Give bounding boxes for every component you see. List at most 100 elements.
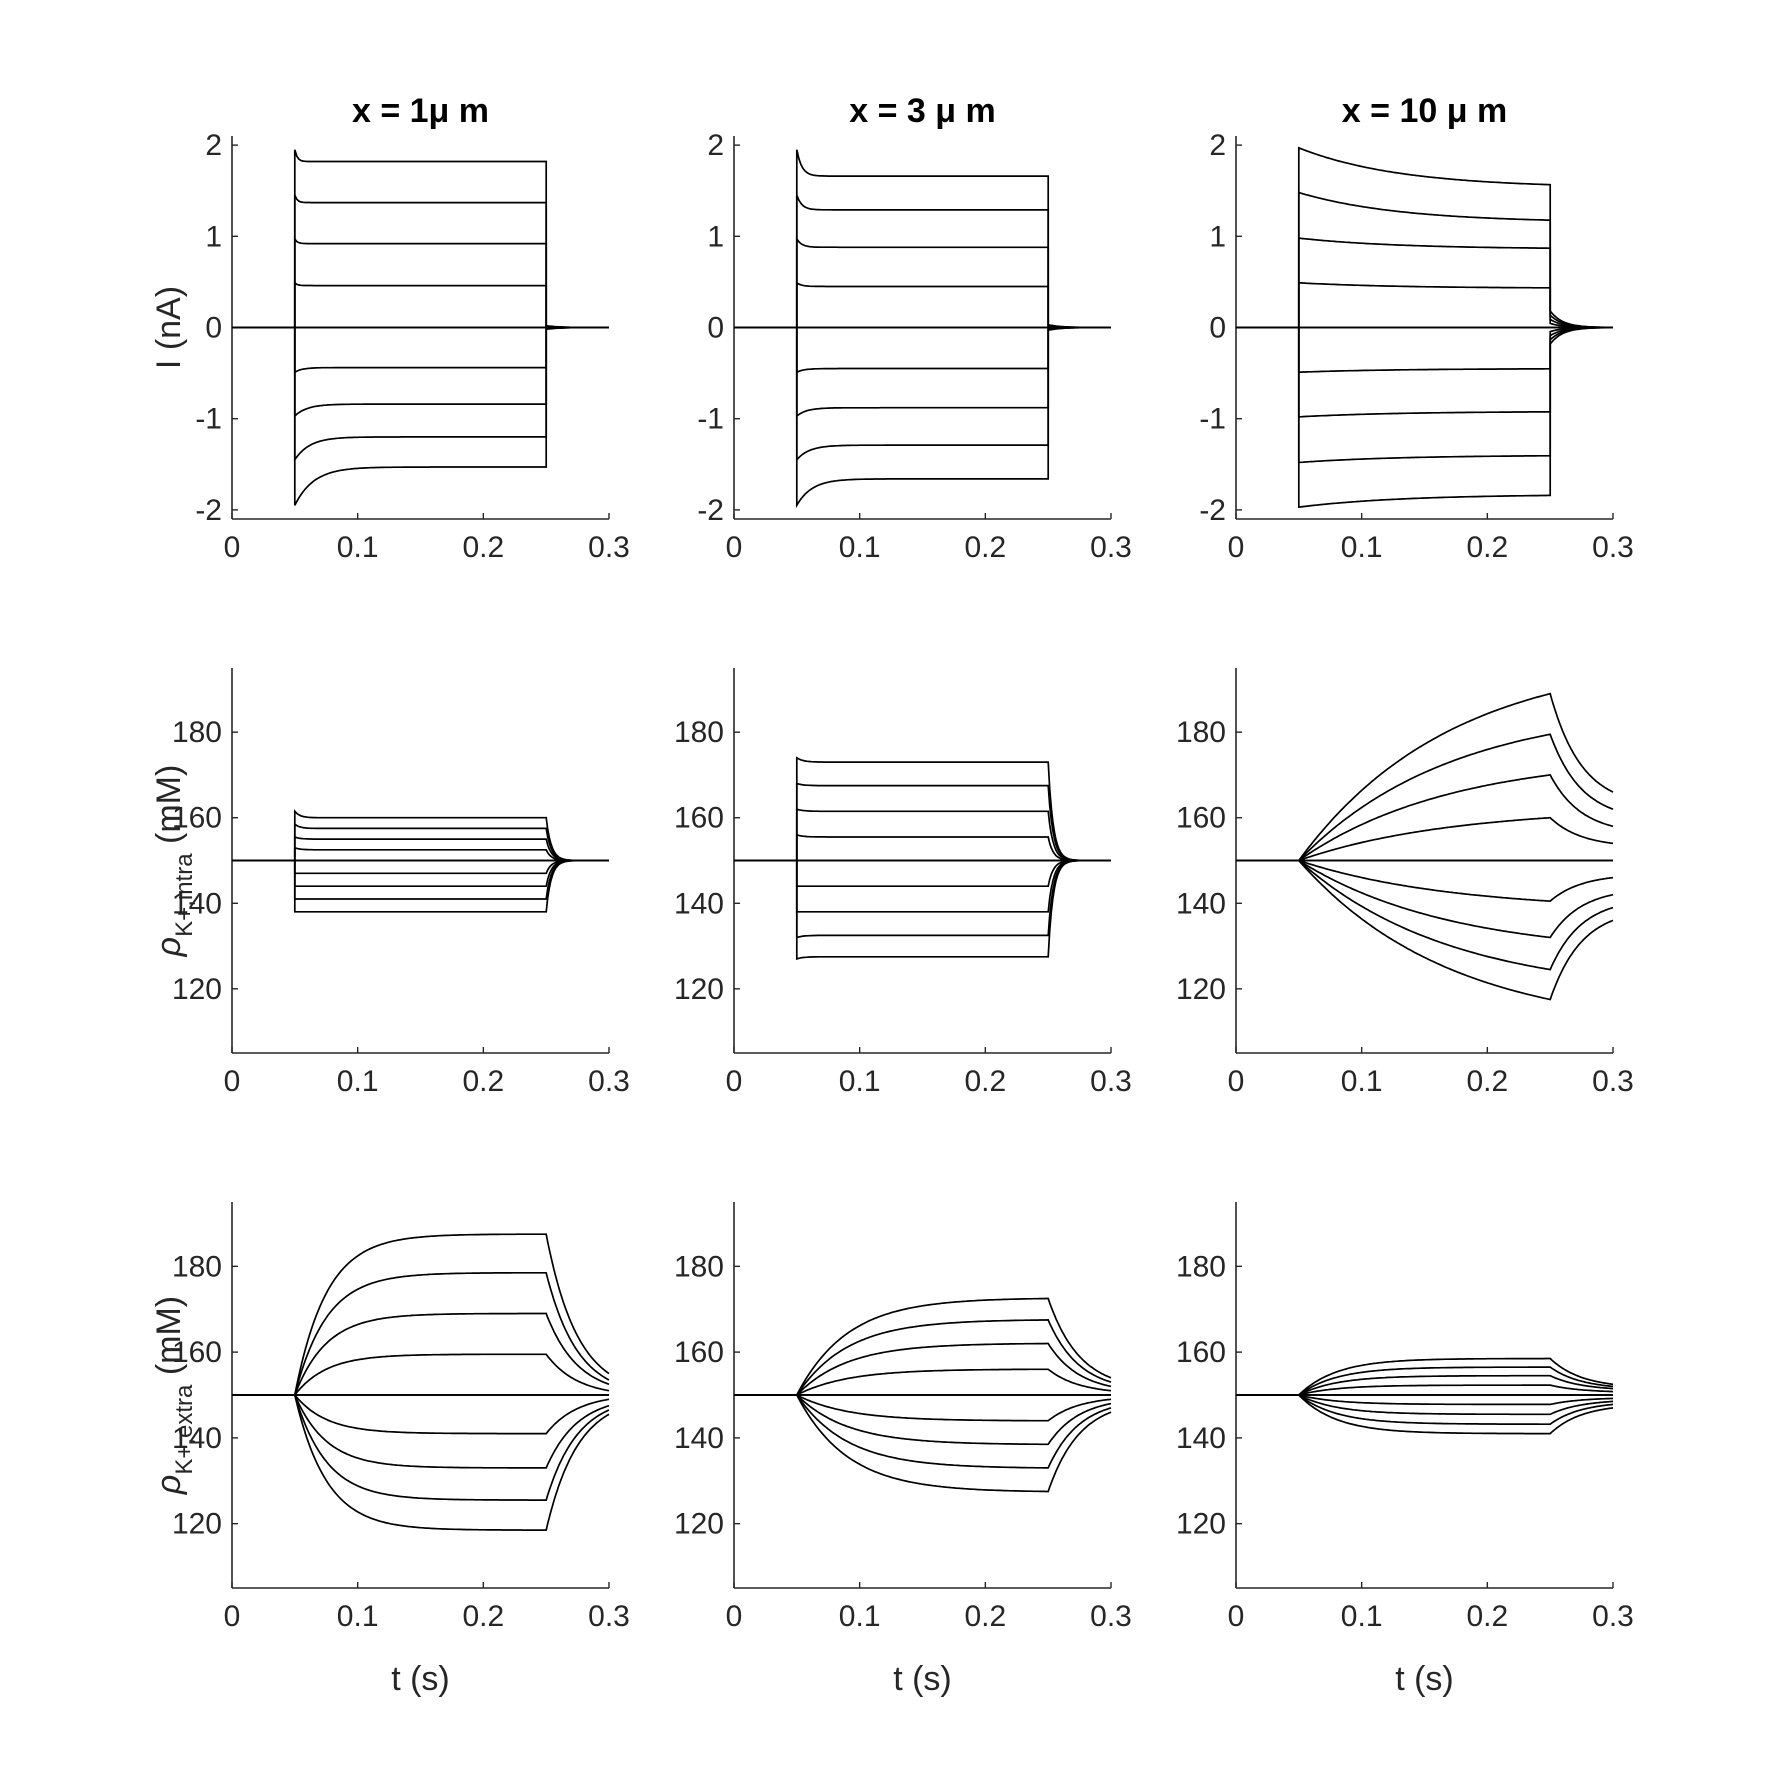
- series-line-8: [734, 859, 1111, 939]
- y-tick-label: 2: [205, 129, 222, 162]
- series-line-3: [1236, 773, 1614, 862]
- x-tick-label: 0.3: [1592, 1600, 1634, 1633]
- x-tick-label: 0.3: [1090, 1065, 1132, 1098]
- y-tick-label: 140: [674, 887, 724, 920]
- series-line-8: [1236, 859, 1614, 971]
- y-tick-label: 120: [674, 973, 724, 1006]
- series-line-8: [232, 1394, 610, 1501]
- series-line-8: [734, 1394, 1112, 1469]
- y-axis-label-row-2: ρK+,intra (mM): [150, 765, 198, 958]
- y-tick-label: 0: [205, 312, 222, 345]
- y-tick-label: 160: [1176, 1336, 1226, 1369]
- series-line-6: [232, 326, 609, 374]
- series-line-2: [734, 782, 1111, 862]
- x-tick-label: 0.2: [462, 1065, 504, 1098]
- x-tick-label: 0.2: [1466, 1600, 1508, 1633]
- y-tick-label: 140: [1176, 1422, 1226, 1455]
- y-tick-label: 140: [1176, 887, 1226, 920]
- series-line-1: [734, 149, 1111, 329]
- x-tick-label: 0.2: [964, 531, 1006, 564]
- x-tick-label: 0: [224, 1065, 241, 1098]
- x-tick-label: 0.2: [462, 531, 504, 564]
- y-axis-label-row-1: I (nA): [150, 286, 188, 369]
- y-tick-label: -2: [697, 494, 724, 527]
- x-tick-label: 0.1: [839, 1065, 881, 1098]
- subplot-r2-c1: 0 0.1 0.2 0.3 120 140 160 180: [172, 668, 630, 1098]
- series-line-6: [1236, 1394, 1614, 1406]
- x-tick-label: 0: [726, 531, 743, 564]
- series-line-4: [1236, 816, 1614, 862]
- series-line-4: [1236, 1384, 1614, 1396]
- y-tick-label: 1: [205, 220, 222, 253]
- y-tick-label: -1: [697, 403, 724, 436]
- series-line-1: [1236, 692, 1614, 862]
- y-tick-label: -1: [195, 403, 222, 436]
- series-line-3: [1236, 1374, 1614, 1396]
- series-line-2: [232, 1271, 610, 1396]
- y-tick-label: 120: [172, 973, 222, 1006]
- subplot-r3-c2: 0 0.1 0.2 0.3 120 140 160 180: [674, 1202, 1132, 1633]
- panel-title-1: x = 1μ m: [352, 92, 489, 130]
- series-line-8: [1236, 1394, 1614, 1426]
- series-line-8: [734, 326, 1111, 462]
- subplot-r1-c1: 0 0.1 0.2 0.3 -2 -1 0 1 2: [195, 129, 630, 564]
- series-line-7: [734, 1394, 1112, 1446]
- series-line-8: [1236, 326, 1613, 464]
- series-line-3: [734, 236, 1111, 329]
- x-tick-label: 0.1: [1341, 1065, 1383, 1098]
- series-line-9: [232, 326, 609, 506]
- y-tick-label: 180: [1176, 1250, 1226, 1283]
- y-tick-label: 180: [674, 716, 724, 749]
- x-tick-label: 0.2: [1466, 1065, 1508, 1098]
- series-line-9: [1236, 859, 1614, 1001]
- series-line-9: [232, 859, 609, 913]
- x-tick-label: 0.3: [1592, 1065, 1634, 1098]
- y-label-unit: (mM): [150, 1296, 188, 1385]
- x-tick-label: 0: [1228, 1600, 1245, 1633]
- series-line-6: [1236, 326, 1613, 374]
- x-tick-label: 0.1: [1341, 1600, 1383, 1633]
- series-line-6: [734, 1394, 1112, 1422]
- y-label-subscript: K+,intra: [171, 853, 198, 937]
- subplot-r1-c2: 0 0.1 0.2 0.3 -2 -1 0 1 2: [697, 129, 1132, 564]
- series-line-2: [232, 194, 609, 329]
- y-tick-label: 140: [172, 887, 222, 920]
- series-line-2: [1236, 191, 1613, 329]
- series-line-1: [232, 149, 609, 329]
- series-line-9: [232, 1394, 610, 1531]
- series-line-2: [734, 194, 1111, 329]
- x-tick-label: 0.3: [1592, 531, 1634, 564]
- x-axis-label-col-3: t (s): [1395, 1660, 1454, 1698]
- y-tick-label: 120: [1176, 1508, 1226, 1541]
- series-line-9: [1236, 1394, 1614, 1435]
- y-tick-label: 180: [674, 1250, 724, 1283]
- series-line-9: [734, 326, 1111, 509]
- x-tick-label: 0.2: [964, 1600, 1006, 1633]
- series-line-2: [734, 1319, 1112, 1396]
- y-tick-label: 180: [172, 716, 222, 749]
- series-line-7: [1236, 859, 1614, 939]
- y-label-symbol: ρ: [150, 1475, 188, 1495]
- y-tick-label: 140: [172, 1422, 222, 1455]
- x-tick-label: 0: [1228, 531, 1245, 564]
- series-line-4: [734, 1368, 1112, 1396]
- series-line-2: [1236, 733, 1614, 862]
- panel-title-3: x = 10 μ m: [1342, 92, 1507, 130]
- series-line-3: [232, 236, 609, 329]
- y-tick-label: 180: [1176, 716, 1226, 749]
- series-line-1: [734, 1297, 1112, 1396]
- y-tick-label: -1: [1199, 403, 1226, 436]
- series-line-3: [1236, 237, 1613, 329]
- y-tick-label: 180: [172, 1250, 222, 1283]
- y-tick-label: 140: [674, 1422, 724, 1455]
- y-axis-label-row-3: ρK+,extra (mM): [150, 1296, 198, 1495]
- y-tick-label: 160: [1176, 802, 1226, 835]
- series-line-3: [232, 1312, 610, 1396]
- subplot-r3-c1: 0 0.1 0.2 0.3 120 140 160 180: [172, 1202, 630, 1633]
- y-tick-label: 0: [1209, 312, 1226, 345]
- y-tick-label: 2: [707, 129, 724, 162]
- series-line-8: [232, 859, 609, 900]
- series-line-6: [734, 326, 1111, 374]
- x-tick-label: 0: [726, 1065, 743, 1098]
